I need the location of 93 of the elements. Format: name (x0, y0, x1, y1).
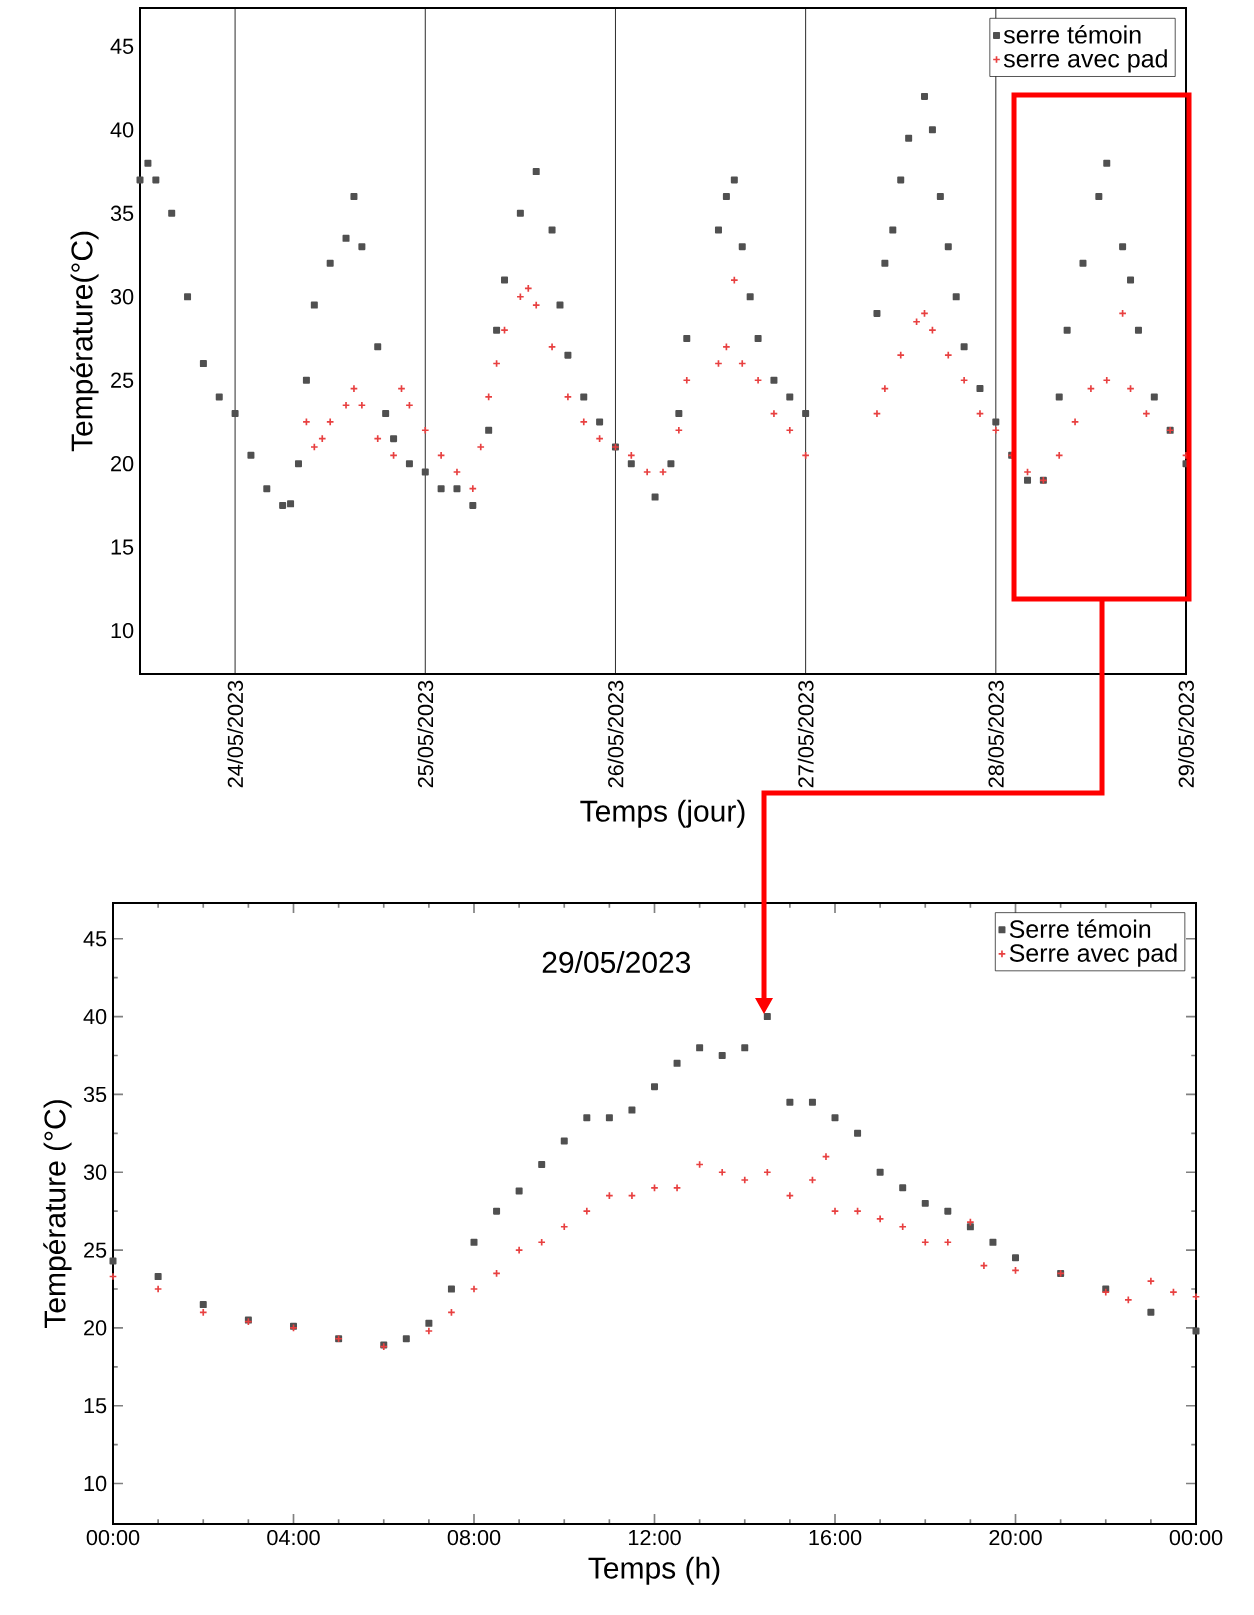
point (786, 1098, 794, 1106)
legend-label: serre témoin (1003, 24, 1141, 44)
legend-label: Serre témoin (1009, 919, 1151, 938)
x-tick-label: 26/05/2023 (607, 680, 624, 788)
y-tick-label: 40 (110, 122, 134, 138)
point (154, 1273, 162, 1281)
point (673, 1059, 681, 1067)
point (899, 1184, 907, 1192)
point (831, 1114, 839, 1122)
point (560, 1137, 568, 1145)
point (651, 1083, 659, 1091)
point (943, 1238, 952, 1247)
point (514, 1245, 524, 1255)
point (402, 1335, 410, 1343)
y-tick-label: 15 (111, 539, 134, 555)
x-tick-label: 29/05/2023 (1178, 680, 1194, 788)
x-tick-label: 08:00 (447, 1529, 501, 1546)
point (741, 1044, 749, 1052)
point (1146, 1277, 1156, 1286)
point (447, 1285, 455, 1293)
point (830, 1206, 840, 1216)
point (424, 1326, 434, 1336)
y-tick-label: 25 (84, 1242, 107, 1258)
y-axis-title: Température(°C) (70, 231, 99, 452)
x-tick-label: 24/05/2023 (227, 680, 244, 788)
annotation: 29/05/2023 (542, 950, 691, 973)
point (740, 1175, 749, 1185)
legend-label: serre avec pad (1003, 49, 1167, 73)
point (808, 1098, 816, 1106)
point (921, 1199, 929, 1207)
point (1191, 1292, 1201, 1301)
x-tick-label: 25/05/2023 (417, 680, 434, 788)
point (470, 1238, 478, 1246)
point (469, 1284, 479, 1294)
point (875, 1214, 885, 1224)
point (1101, 1287, 1110, 1297)
point (1124, 1295, 1133, 1305)
point (1147, 1308, 1155, 1316)
x-tick-label: 12:00 (629, 1529, 681, 1546)
y-axis-title: Température (°C) (43, 1100, 72, 1329)
x-tick-label: 00:00 (1169, 1529, 1223, 1546)
point (854, 1129, 862, 1137)
point (763, 1168, 772, 1177)
point (515, 1187, 523, 1195)
x-axis-title: Temps (jour) (580, 799, 745, 828)
y-tick-label: 10 (111, 622, 134, 639)
y-tick-label: 45 (83, 931, 107, 947)
point (944, 1207, 952, 1215)
point (718, 1052, 726, 1060)
y-tick-label: 30 (110, 289, 134, 305)
point (821, 1152, 831, 1161)
y-tick-label: 20 (84, 1320, 107, 1336)
point (718, 1168, 727, 1177)
x-tick-label: 16:00 (809, 1529, 862, 1546)
point (876, 1168, 884, 1176)
x-tick-label: 04:00 (267, 1529, 320, 1546)
point (605, 1114, 613, 1122)
y-tick-label: 25 (111, 372, 134, 388)
point (583, 1114, 591, 1122)
point (582, 1206, 591, 1216)
y-tick-label: 40 (83, 1008, 107, 1025)
point (763, 1013, 771, 1021)
point (109, 1257, 117, 1265)
point (538, 1160, 546, 1168)
y-tick-label: 35 (110, 205, 134, 221)
legend-label: Serre avec pad (1009, 943, 1177, 967)
point (153, 1284, 163, 1294)
x-tick-label: 20:00 (989, 1529, 1042, 1546)
point (921, 1238, 930, 1247)
point (1192, 1327, 1200, 1335)
x-tick-label: 27/05/2023 (797, 680, 814, 788)
point (560, 1222, 569, 1231)
point (199, 1301, 207, 1309)
y-tick-label: 35 (83, 1086, 107, 1103)
point (199, 1308, 208, 1317)
point (966, 1223, 974, 1231)
y-tick-label: 30 (83, 1164, 107, 1180)
y-tick-label: 45 (110, 38, 134, 54)
y-tick-label: 20 (111, 455, 134, 472)
point (989, 1238, 997, 1246)
y-tick-label: 10 (84, 1475, 107, 1492)
point (898, 1222, 907, 1231)
point (1012, 1254, 1020, 1262)
x-tick-label: 00:00 (86, 1529, 140, 1546)
y-tick-label: 15 (84, 1398, 107, 1414)
point (628, 1106, 636, 1114)
point (537, 1238, 546, 1247)
x-axis-title: Temps (h) (588, 1556, 720, 1585)
point (672, 1183, 682, 1192)
point (696, 1044, 704, 1052)
point (425, 1319, 433, 1327)
point (493, 1207, 501, 1215)
x-tick-label: 28/05/2023 (987, 680, 1004, 788)
